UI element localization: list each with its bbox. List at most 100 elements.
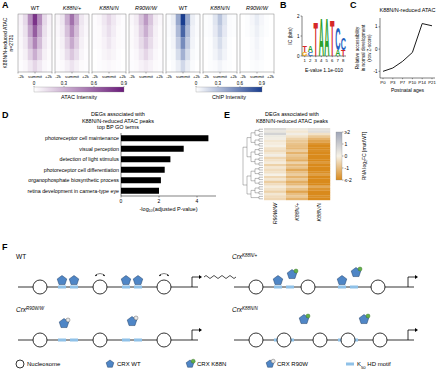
heat-cell [18,37,23,49]
dendrogram-branch [259,182,263,184]
heat-cell [158,49,163,61]
heat-cell [190,60,195,72]
heat-cell [129,49,134,61]
label: K88N/N [210,5,229,11]
heat-cell [176,26,181,38]
tick [124,86,125,87]
heat-cell [308,169,330,172]
heat-cell [28,60,33,72]
heat-cell [102,37,107,49]
plot-area [383,24,432,72]
heat-cell [250,37,255,49]
heat-cell [208,14,213,26]
heat-cell [203,37,208,49]
tick-label: summit [65,74,80,79]
panel-letter: F [2,242,8,252]
heat-cell [116,60,121,72]
genotype: WT [16,253,26,260]
crx-protein [106,360,114,367]
tick-label: +2k [45,74,53,79]
nucleosome [371,280,385,294]
heat-cell [286,147,308,150]
motif [122,286,130,289]
bar [121,156,170,162]
dendrogram-branch [251,152,255,162]
dendrogram-branch [259,187,263,189]
heat-cell [269,60,274,72]
dendrogram-branch [255,169,259,174]
heat-cell [308,181,330,184]
panel-letter: C [350,0,357,10]
axis [121,133,122,196]
heat-cell [92,37,97,49]
heat-cell [121,60,126,72]
tick [342,132,344,133]
heat-cell [264,37,269,49]
heat-cell [213,26,218,38]
heat-cell [70,14,75,26]
heat-cell [286,154,308,157]
heat-cell [286,188,308,191]
heat-cell [47,49,52,61]
k88n-badge [306,314,310,318]
tick-label: 1 [345,141,348,147]
heat-cell [70,60,75,72]
panel-letter: A [2,0,9,10]
tick [342,168,344,169]
label: (row Z-score) [367,34,372,62]
tick [34,86,35,87]
label: n=2731 [8,34,14,51]
heat-cell [97,14,102,26]
heat-cell [79,60,84,72]
tick-label: -2k [129,74,136,79]
tick-label: 7 [337,58,340,63]
tick-label: 1 [304,58,307,63]
tick-label: summit [176,74,191,79]
heat-cell [134,60,139,72]
genotype-sup: K88N/N [242,306,259,311]
heat-cell [166,26,171,38]
heat-cell [218,37,223,49]
heat-cell [23,49,28,61]
heat-cell [245,37,250,49]
heat-cell [28,37,33,49]
tick-label: ≥2 [345,129,351,135]
panel-d: DEGs associated withK88N/N-reduced ATAC … [27,111,216,212]
dendrogram-branch [255,159,259,164]
dendrogram-branch [251,133,255,143]
label: ATAC Intensity [61,94,97,100]
heat-cell [264,181,286,184]
heat-cell [286,166,308,169]
heat-cell [92,26,97,38]
motif [134,339,142,342]
tick [379,71,381,72]
heat-cell [107,49,112,61]
heat-cell [42,37,47,49]
heat-cell [240,26,245,38]
heat-cell [232,26,237,38]
tick-label: 2 [158,198,161,204]
heat-cell [264,174,286,177]
dendrogram-branch [259,192,263,194]
heat-cell [264,195,286,198]
axis [121,196,216,197]
heat-cell [176,60,181,72]
heat-cell [308,150,330,153]
heat-cell [23,60,28,72]
nucleosome [33,280,47,294]
heat-cell [286,171,308,174]
tick-label: organophosphate biosynthetic process [28,177,119,183]
k88n-badge [358,267,362,271]
heat-cell [286,157,308,160]
legend-text: CRX K88N [197,361,226,367]
heat-cell [185,26,190,38]
title: K88N/N-reduced ATAC peaks [82,118,154,124]
heat-cell [129,60,134,72]
heat-cell [28,14,33,26]
heat-cell [218,26,223,38]
k88n-badge [366,314,370,318]
heat-cell [153,14,158,26]
frame [129,14,163,72]
heat-cell [102,60,107,72]
heat-cell [264,140,286,143]
